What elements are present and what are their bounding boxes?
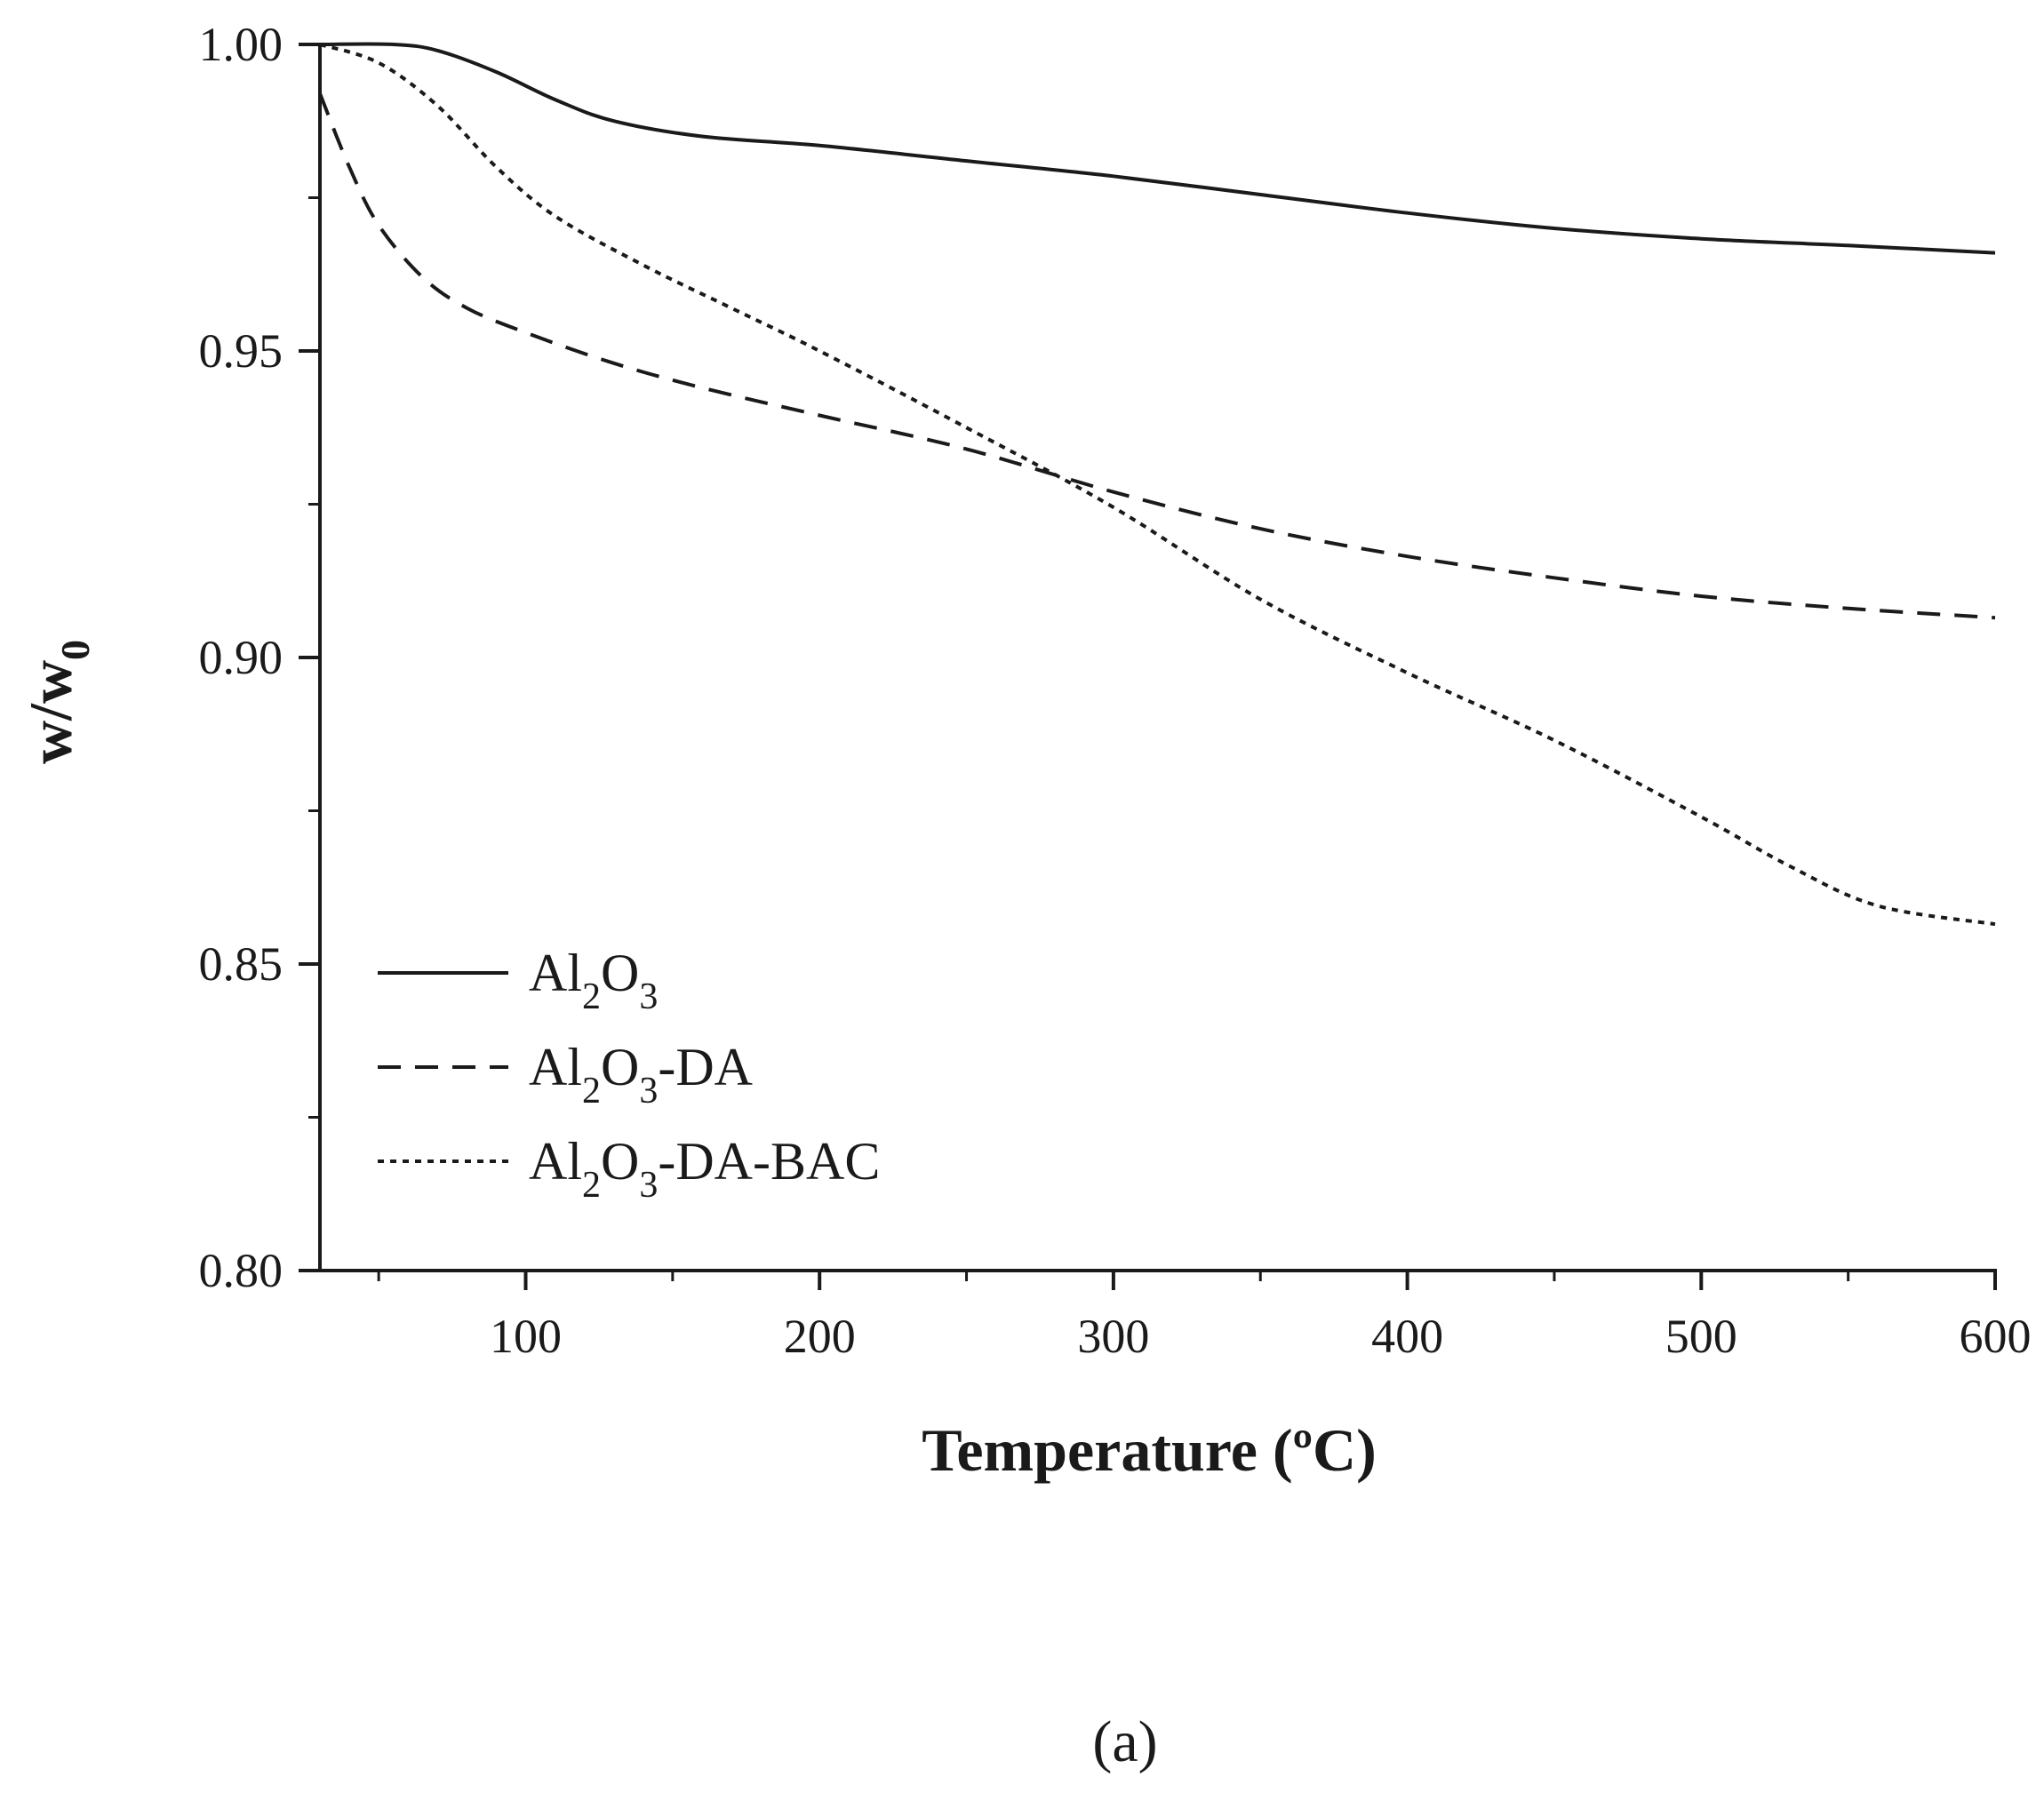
legend-text-part: Al <box>529 1038 582 1096</box>
x-tick-label: 200 <box>784 1310 856 1363</box>
series-line-3 <box>319 43 1996 927</box>
legend-text-part: Al <box>529 1132 582 1191</box>
series-lines <box>318 42 1996 927</box>
y-tick-label: 0.80 <box>199 1244 283 1297</box>
legend-text-part: -DA-BAC <box>658 1132 880 1191</box>
legend-text-part: O <box>601 944 639 1002</box>
x-ticks: 100 200 300 400 500 600 <box>377 1271 2032 1363</box>
figure-caption: (a) <box>1092 1709 1157 1774</box>
legend-subscript: 3 <box>639 1165 658 1206</box>
y-tick-label: 0.85 <box>199 937 283 991</box>
legend-text-part: -DA <box>658 1038 753 1096</box>
legend-text-part: Al <box>529 944 582 1002</box>
y-axis-title-main: w/w <box>17 660 84 764</box>
legend-label-2: Al2O3-DA <box>529 1038 753 1112</box>
series-line-2 <box>318 92 1996 620</box>
y-tick-label: 0.95 <box>199 324 283 378</box>
x-tick-label: 300 <box>1077 1310 1149 1363</box>
legend-label-3: Al2O3-DA-BAC <box>529 1132 880 1206</box>
legend-subscript: 2 <box>582 1071 601 1112</box>
x-tick-label: 600 <box>1960 1310 2032 1363</box>
y-tick-label: 0.90 <box>199 631 283 684</box>
legend-text-part: O <box>601 1132 639 1191</box>
x-tick-label: 100 <box>490 1310 562 1363</box>
plot-area: 100 200 300 400 500 600 0.80 0.85 0.90 0.95 1.00 <box>199 18 2032 1363</box>
series-line-1 <box>319 42 1996 255</box>
legend-subscript: 3 <box>639 976 658 1017</box>
legend-label-1: Al2O3 <box>529 944 658 1017</box>
y-axis-title-subscript: 0 <box>52 640 98 660</box>
legend-subscript: 2 <box>582 1165 601 1206</box>
x-tick-label: 400 <box>1371 1310 1443 1363</box>
y-axis-title: w/w0 <box>17 640 98 764</box>
y-ticks: 0.80 0.85 0.90 0.95 1.00 <box>199 18 320 1297</box>
x-axis-title: Temperature (ºC) <box>922 1416 1377 1484</box>
x-tick-label: 500 <box>1665 1310 1737 1363</box>
legend-subscript: 3 <box>639 1071 658 1112</box>
y-tick-label: 1.00 <box>199 18 283 71</box>
legend-subscript: 2 <box>582 976 601 1017</box>
legend-text-part: O <box>601 1038 639 1096</box>
